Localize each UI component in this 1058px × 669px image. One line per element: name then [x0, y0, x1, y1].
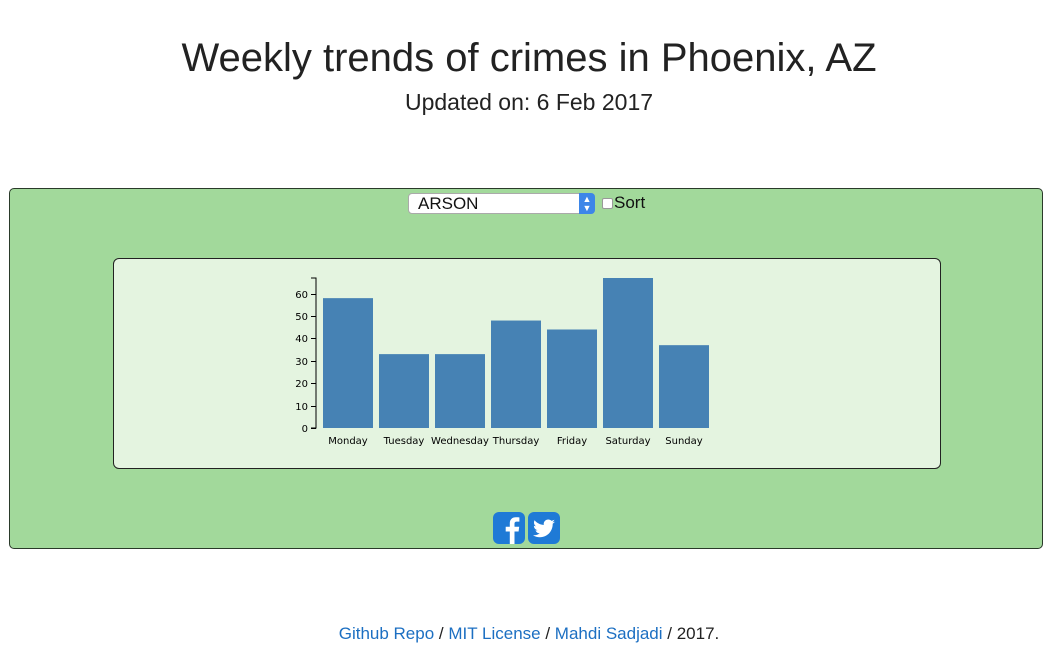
x-tick-label: Sunday: [665, 436, 702, 447]
y-tick-label: 40: [295, 334, 308, 345]
x-tick-label: Saturday: [605, 436, 650, 447]
x-tick-label: Wednesday: [431, 436, 489, 447]
x-tick-label: Thursday: [492, 436, 540, 447]
y-tick-label: 0: [302, 424, 308, 435]
bar-tuesday: [379, 354, 429, 428]
bar-chart: 0 10 20 30 40 50 60 Monday Tuesday Wednesday Thurs…: [295, 277, 709, 447]
bar-monday: [323, 298, 373, 428]
bar-wednesday: [435, 354, 485, 428]
y-tick-label: 30: [295, 357, 308, 368]
x-tick-label: Monday: [328, 436, 368, 447]
footer-separator: /: [434, 624, 449, 643]
y-axis-line: [311, 277, 317, 429]
facebook-icon[interactable]: [493, 512, 525, 544]
bar-friday: [547, 329, 597, 428]
y-tick-label: 60: [295, 290, 308, 301]
chart-container: 0 10 20 30 40 50 60 Monday Tuesday Wednesday Thurs…: [113, 258, 941, 469]
y-tick-label: 20: [295, 379, 308, 390]
select-arrows-icon[interactable]: ▲ ▼: [579, 192, 595, 214]
footer-separator: /: [540, 624, 555, 643]
github-repo-link[interactable]: Github Repo: [338, 624, 435, 643]
controls-bar: ARSON ▲ ▼ Sort: [408, 192, 645, 214]
y-tick-label: 10: [295, 402, 308, 413]
crime-type-select-value: ARSON: [418, 193, 479, 213]
chart-panel: ARSON ▲ ▼ Sort 0 10 20 30 40 50 60 Monday Tuesday…: [9, 188, 1043, 549]
footer: Github Repo / MIT License / Mahdi Sadjad…: [0, 624, 1058, 644]
footer-year: / 2017.: [662, 624, 720, 643]
page-title: Weekly trends of crimes in Phoenix, AZ: [181, 36, 877, 80]
twitter-icon[interactable]: [528, 512, 560, 544]
x-tick-label: Friday: [557, 436, 587, 447]
social-links: [493, 512, 563, 544]
crime-type-select[interactable]: ARSON ▲ ▼: [408, 192, 595, 214]
author-link[interactable]: Mahdi Sadjadi: [554, 624, 663, 643]
bar-saturday: [603, 278, 653, 428]
x-tick-label: Tuesday: [383, 436, 425, 447]
mit-license-link[interactable]: MIT License: [448, 624, 541, 643]
bar-thursday: [491, 320, 541, 428]
sort-checkbox[interactable]: [602, 197, 613, 209]
y-tick-label: 50: [295, 312, 308, 323]
page-subtitle: Updated on: 6 Feb 2017: [404, 89, 654, 115]
bar-sunday: [659, 345, 709, 428]
sort-label: Sort: [614, 193, 646, 212]
